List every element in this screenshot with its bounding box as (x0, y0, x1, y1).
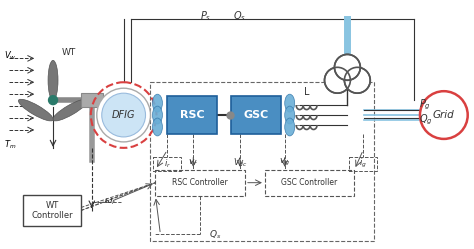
Text: WT
Controller: WT Controller (31, 201, 73, 220)
Ellipse shape (153, 118, 163, 136)
Text: RSC Controller: RSC Controller (173, 178, 228, 187)
Bar (231, 96, 281, 134)
Bar (23, 195, 81, 226)
Bar (154, 157, 182, 171)
Text: GSC Controller: GSC Controller (282, 178, 337, 187)
Text: $P_s$: $P_s$ (200, 9, 211, 22)
Text: DFIG: DFIG (112, 110, 136, 120)
Text: $Q_s$: $Q_s$ (209, 228, 221, 241)
Bar (155, 170, 245, 196)
Bar (81, 93, 103, 107)
Text: $i_r$: $i_r$ (164, 158, 171, 170)
Text: $Q_s$: $Q_s$ (234, 9, 246, 22)
Text: $\omega_r$: $\omega_r$ (104, 196, 117, 207)
Circle shape (48, 96, 57, 105)
Ellipse shape (53, 99, 88, 121)
Circle shape (97, 88, 150, 142)
Text: $Q_g$: $Q_g$ (419, 112, 433, 127)
Circle shape (345, 67, 370, 93)
Text: GSC: GSC (243, 110, 268, 120)
Ellipse shape (48, 60, 58, 100)
Text: WT: WT (62, 48, 76, 57)
Ellipse shape (153, 94, 163, 112)
Circle shape (420, 91, 468, 139)
Text: $v_r$: $v_r$ (188, 158, 199, 168)
Text: L: L (304, 87, 310, 97)
Text: $V_w$: $V_w$ (4, 49, 17, 62)
Circle shape (102, 93, 146, 137)
Bar (150, 82, 374, 241)
Ellipse shape (285, 118, 295, 136)
Circle shape (325, 67, 350, 93)
Ellipse shape (285, 106, 295, 124)
Text: $T_m$: $T_m$ (4, 139, 17, 151)
Text: $v_g$: $v_g$ (279, 157, 290, 168)
Bar (349, 157, 377, 171)
Text: Grid: Grid (433, 110, 455, 120)
Text: $P_g$: $P_g$ (419, 98, 431, 112)
Circle shape (335, 54, 360, 80)
Text: RSC: RSC (180, 110, 205, 120)
Ellipse shape (153, 106, 163, 124)
Text: $V_{dc}$: $V_{dc}$ (233, 157, 247, 169)
Bar (265, 170, 355, 196)
Ellipse shape (285, 94, 295, 112)
Ellipse shape (18, 99, 53, 121)
Bar (167, 96, 217, 134)
Text: $i_g$: $i_g$ (359, 157, 367, 170)
